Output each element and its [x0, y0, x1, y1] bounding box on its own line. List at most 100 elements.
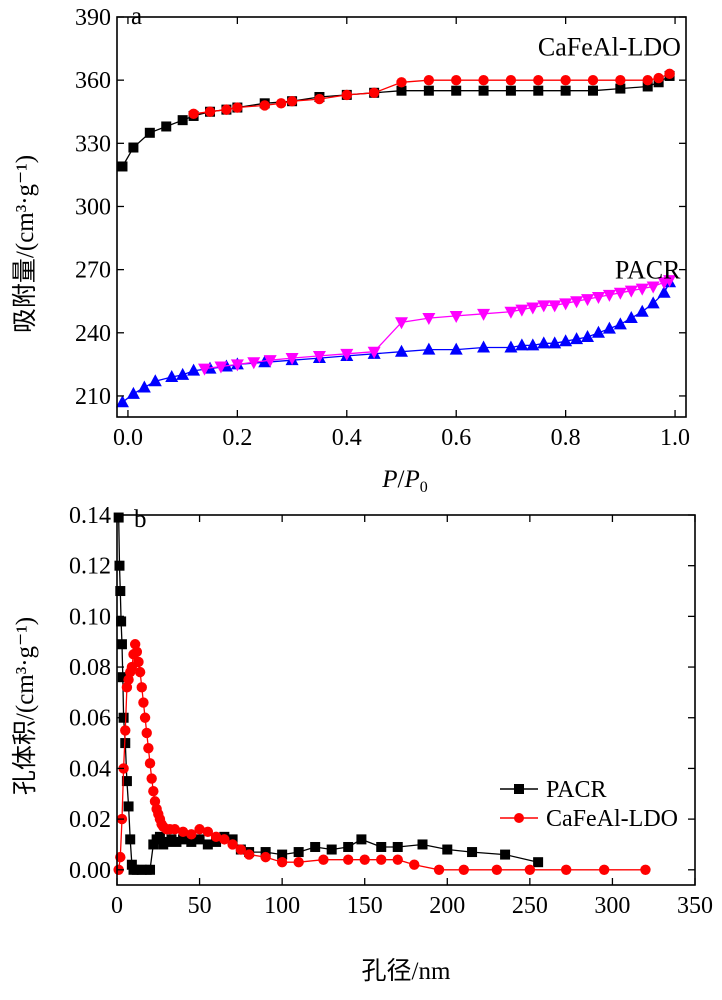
data-point-pacr-2-29 [613, 317, 627, 330]
data-point-pacr-0-16 [145, 864, 156, 875]
data-point-cafeal-ldo-0-14 [396, 85, 407, 96]
panel-a-adsorption-isotherm: 0.0 0.2 0.4 0.6 0.8 1.0210240270300330360390 … [11, 3, 690, 496]
data-point-pacr-2-30 [624, 311, 638, 324]
data-point-cafeal-ldo-1-2 [221, 104, 232, 115]
data-point-cafeal-ldo-0-19 [533, 85, 544, 96]
data-point-pacr-3-4 [263, 355, 277, 368]
data-point-pacr-2-32 [646, 296, 660, 309]
annotation-cafeal-ldo: CaFeAl-LDO [538, 32, 681, 61]
data-point-cafeal-ldo-1-9 [368, 87, 380, 98]
data-point-pacr-3-8 [367, 346, 381, 359]
data-point-cafeal-ldo-1-14 [136, 682, 147, 693]
data-point-pacr-0-10 [125, 834, 136, 845]
data-point-cafeal-ldo-1-16 [139, 712, 151, 723]
data-point-pacr-0-43 [442, 844, 453, 855]
data-point-pacr-2-19 [504, 340, 518, 353]
y-tick-label-1-1: 0.02 [69, 807, 111, 833]
data-point-pacr-2-27 [591, 325, 605, 338]
data-point-cafeal-ldo-1-19 [144, 758, 156, 769]
data-point-cafeal-ldo-1-20 [653, 72, 664, 84]
panel-b-axes-frame [116, 514, 696, 886]
data-point-cafeal-ldo-1-47 [392, 854, 403, 865]
data-point-pacr-0-0 [113, 512, 124, 523]
data-point-cafeal-ldo-1-21 [148, 786, 159, 797]
panel-b-x-axis-label: 孔径/nm [362, 957, 451, 985]
data-point-pacr-2-17 [449, 342, 463, 355]
data-point-pacr-0-5 [117, 672, 128, 683]
data-point-cafeal-ldo-0-18 [505, 85, 516, 96]
panel-b-label: b [134, 506, 147, 533]
data-point-pacr-0-26 [194, 834, 205, 845]
x-tick-label-0-3: 0.6 [441, 425, 471, 451]
data-point-pacr-2-3 [148, 374, 162, 387]
data-point-cafeal-ldo-0-20 [560, 85, 571, 96]
y-tick-label-0-5: 360 [75, 68, 111, 94]
data-point-pacr-2-18 [477, 340, 491, 353]
data-point-pacr-0-45 [500, 849, 511, 860]
panel-a-label: a [131, 3, 142, 30]
y-tick-label-1-5: 0.10 [69, 604, 111, 630]
x-tick-label-0-0: 0.0 [113, 425, 143, 451]
y-tick-label-1-4: 0.08 [69, 655, 111, 681]
data-point-pacr-0-38 [343, 841, 354, 852]
data-point-cafeal-ldo-1-4 [259, 100, 270, 111]
data-point-pacr-3-21 [591, 292, 605, 304]
panel-a-x-axis-label: P/P0 [381, 466, 428, 496]
x-tick-label-1-5: 250 [512, 893, 548, 919]
data-point-cafeal-ldo-0-1 [128, 142, 139, 153]
data-point-pacr-2-16 [422, 342, 436, 355]
y-tick-label-1-0: 0.00 [69, 858, 111, 884]
data-point-cafeal-ldo-1-13 [134, 666, 146, 678]
data-point-cafeal-ldo-1-51 [491, 864, 503, 875]
x-tick-label-1-1: 50 [188, 893, 212, 919]
x-tick-label-1-4: 200 [429, 893, 465, 919]
data-point-pacr-0-34 [277, 849, 288, 860]
data-point-pacr-0-36 [310, 841, 321, 852]
data-point-cafeal-ldo-0-3 [161, 121, 172, 132]
data-point-pacr-3-25 [635, 283, 649, 296]
data-point-cafeal-ldo-1-4 [120, 725, 131, 736]
data-point-cafeal-ldo-1-19 [642, 74, 653, 86]
data-point-pacr-0-9 [123, 801, 134, 812]
data-point-cafeal-ldo-1-15 [138, 697, 149, 708]
legend: PACR CaFeAl-LDO [500, 777, 678, 832]
data-point-pacr-0-17 [148, 839, 159, 850]
data-point-pacr-2-20 [515, 338, 529, 351]
data-point-cafeal-ldo-1-6 [286, 96, 298, 107]
data-point-pacr-3-14 [515, 304, 529, 317]
data-point-cafeal-ldo-1-48 [409, 859, 420, 870]
data-point-pacr-3-6 [312, 350, 326, 363]
data-point-pacr-3-11 [449, 310, 463, 323]
data-point-cafeal-ldo-0-4 [177, 115, 188, 126]
data-point-cafeal-ldo-1-11 [131, 646, 143, 658]
data-point-cafeal-ldo-1-44 [343, 854, 354, 865]
data-point-pacr-3-0 [198, 363, 212, 376]
data-point-pacr-0-41 [392, 841, 403, 852]
data-point-cafeal-ldo-0-23 [642, 81, 653, 92]
data-point-cafeal-ldo-1-38 [235, 844, 247, 855]
data-point-pacr-3-22 [602, 289, 616, 302]
data-point-pacr-0-4 [116, 639, 127, 650]
y-tick-label-0-2: 270 [75, 258, 111, 284]
data-point-pacr-3-15 [526, 302, 540, 315]
y-tick-label-1-2: 0.04 [69, 756, 111, 782]
data-point-pacr-3-24 [624, 285, 638, 298]
data-point-cafeal-ldo-1-18 [615, 74, 626, 86]
data-point-pacr-3-10 [422, 313, 436, 326]
data-point-cafeal-ldo-1-54 [598, 864, 610, 875]
x-tick-label-1-0: 0 [111, 893, 123, 919]
data-point-pacr-2-25 [570, 332, 584, 345]
data-point-cafeal-ldo-0-16 [451, 85, 462, 96]
data-point-cafeal-ldo-1-17 [587, 74, 599, 86]
panel-a-y-axis-label: 吸附量/(cm³·g⁻¹) [11, 155, 39, 333]
data-point-cafeal-ldo-0-2 [144, 127, 155, 138]
data-point-cafeal-ldo-1-1 [204, 106, 216, 117]
data-point-pacr-0-24 [178, 834, 189, 845]
data-point-pacr-0-44 [467, 847, 478, 858]
data-point-cafeal-ldo-1-5 [275, 98, 287, 109]
data-point-cafeal-ldo-1-30 [169, 824, 180, 835]
data-point-pacr-0-23 [171, 836, 182, 847]
data-point-cafeal-ldo-1-40 [260, 851, 271, 863]
data-point-pacr-2-1 [126, 386, 140, 399]
y-tick-label-0-3: 300 [75, 194, 111, 220]
